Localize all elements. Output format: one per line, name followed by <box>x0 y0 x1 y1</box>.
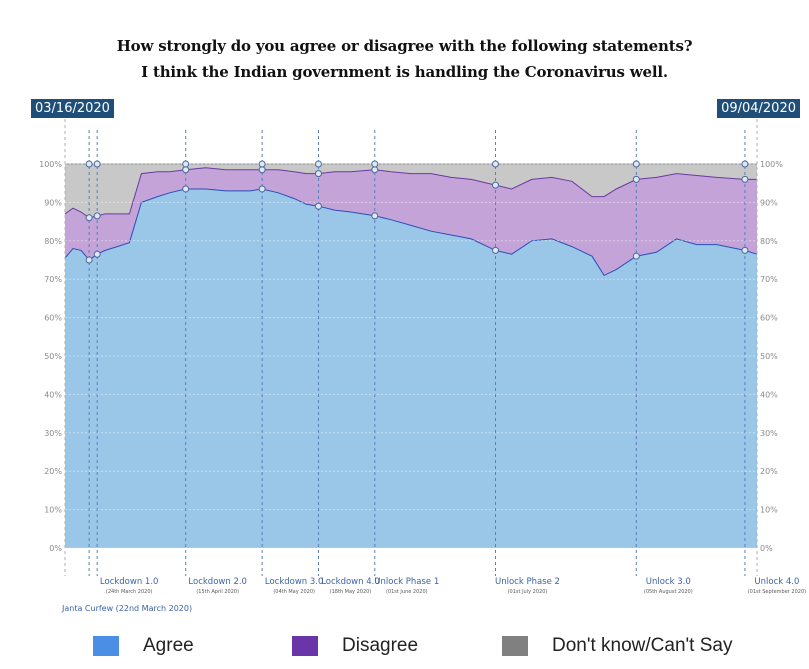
event-marker <box>371 166 379 174</box>
area-series-0 <box>65 189 757 548</box>
event-marker <box>371 160 379 168</box>
legend-item-disagree: Disagree <box>292 633 418 659</box>
event-label: Lockdown 1.0 <box>100 577 159 587</box>
y-tick-label-right: 50% <box>760 352 778 361</box>
y-tick-label-right: 60% <box>760 314 778 323</box>
y-tick-label-left: 100% <box>39 160 62 169</box>
event-marker <box>258 185 266 193</box>
y-tick-label-left: 40% <box>44 390 62 399</box>
y-tick-label-left: 90% <box>44 198 62 207</box>
event-marker <box>314 202 322 210</box>
legend-label-agree: Agree <box>143 635 194 656</box>
event-date-label: (24th March 2020) <box>106 589 153 595</box>
event-marker <box>741 160 749 168</box>
event-marker <box>258 160 266 168</box>
y-tick-label-right: 80% <box>760 237 778 246</box>
event-marker <box>85 256 93 264</box>
event-label: Lockdown 3.0 <box>265 577 324 587</box>
event-marker <box>491 181 499 189</box>
area-chart: 0% 0% 10% 10% 20% 20% 30% 30% 40% 40% 50% 50% 60% 60%… <box>39 119 806 613</box>
event-marker <box>93 250 101 258</box>
y-tick-label-right: 90% <box>760 198 778 207</box>
y-tick-label-right: 20% <box>760 467 778 476</box>
chart-title: How strongly do you agree or disagree wi… <box>116 37 693 55</box>
legend-swatch-dont-know <box>502 636 528 656</box>
event-marker <box>182 166 190 174</box>
event-marker <box>741 246 749 254</box>
legend-label-dont-know: Don't know/Can't Say <box>552 635 733 656</box>
event-label: Unlock 4.0 <box>754 577 799 587</box>
legend-swatch-agree <box>93 636 119 656</box>
y-tick-label-left: 70% <box>44 275 62 284</box>
start-date-label: 03/16/2020 <box>31 99 114 118</box>
y-tick-label-left: 30% <box>44 429 62 438</box>
event-marker <box>491 246 499 254</box>
chart-subtitle: I think the Indian government is handlin… <box>141 63 668 81</box>
event-marker <box>314 160 322 168</box>
y-tick-label-left: 60% <box>44 314 62 323</box>
event-marker <box>258 166 266 174</box>
event-label: Unlock Phase 2 <box>495 577 560 587</box>
event-marker <box>371 212 379 220</box>
area-series-2 <box>65 164 757 218</box>
legend-swatch-disagree <box>292 636 318 656</box>
event-marker <box>182 185 190 193</box>
legend-item-agree: Agree <box>93 633 194 659</box>
event-marker <box>314 170 322 178</box>
event-date-label: (01st July 2020) <box>508 589 548 595</box>
event-marker <box>85 160 93 168</box>
event-marker <box>632 160 640 168</box>
event-marker <box>85 214 93 222</box>
y-tick-label-right: 100% <box>760 160 783 169</box>
event-date-label: (04th May 2020) <box>273 589 315 595</box>
y-tick-label-right: 30% <box>760 429 778 438</box>
area-series-1 <box>65 167 757 276</box>
end-date-label: 09/04/2020 <box>717 99 800 118</box>
y-tick-label-right: 0% <box>760 544 773 553</box>
event-label: Unlock Phase 1 <box>374 577 439 587</box>
y-tick-label-right: 70% <box>760 275 778 284</box>
event-label: Lockdown 2.0 <box>188 577 247 587</box>
legend-item-dont-know: Don't know/Can't Say <box>502 633 732 659</box>
event-marker <box>93 212 101 220</box>
event-label: Janta Curfew (22nd March 2020) <box>61 604 192 613</box>
event-date-label: (01st September 2020) <box>748 589 806 595</box>
y-tick-label-right: 40% <box>760 390 778 399</box>
event-date-label: (01st June 2020) <box>386 589 428 595</box>
event-label: Lockdown 4.0 <box>321 577 380 587</box>
event-marker <box>632 175 640 183</box>
event-label: Unlock 3.0 <box>646 577 691 587</box>
event-date-label: (15th April 2020) <box>196 589 239 595</box>
y-tick-label-left: 80% <box>44 237 62 246</box>
event-marker <box>93 160 101 168</box>
y-tick-label-left: 50% <box>44 352 62 361</box>
series-line-0 <box>64 188 758 277</box>
series-line-1 <box>64 167 757 219</box>
event-marker <box>491 160 499 168</box>
y-tick-label-right: 10% <box>760 506 778 515</box>
y-tick-label-left: 20% <box>44 467 62 476</box>
event-date-label: (05th August 2020) <box>644 589 693 595</box>
event-marker <box>632 252 640 260</box>
event-date-label: (18th May 2020) <box>330 589 372 595</box>
y-tick-label-left: 10% <box>44 506 62 515</box>
legend-label-disagree: Disagree <box>342 635 419 656</box>
y-tick-label-left: 0% <box>49 544 62 553</box>
event-marker <box>741 175 749 183</box>
event-marker <box>182 160 190 168</box>
